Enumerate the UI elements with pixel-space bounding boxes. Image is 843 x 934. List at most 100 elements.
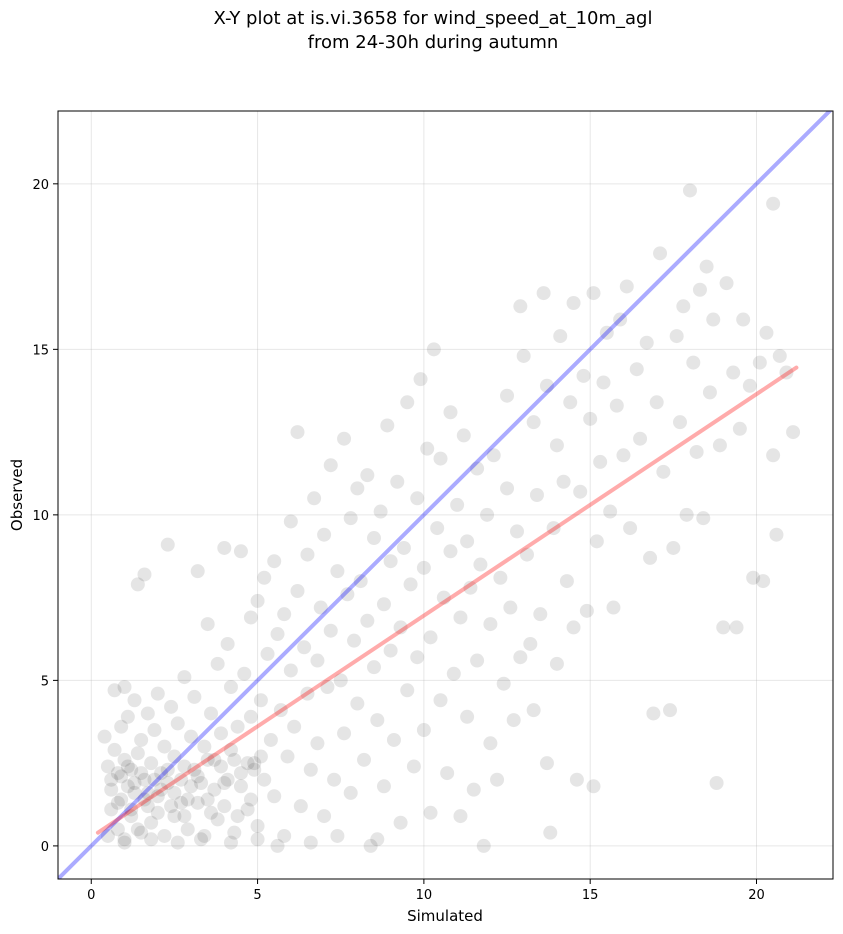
scatter-point [104,782,119,797]
scatter-point [217,776,232,790]
scatter-point [460,709,475,724]
scatter-point [556,474,571,489]
scatter-point [456,428,471,443]
scatter-point [320,680,335,694]
scatter-point [613,312,628,327]
scatter-point [257,772,272,787]
scatter-point [433,693,448,708]
scatter-point [699,259,714,274]
scatter-point [566,296,581,310]
scatter-point [466,782,481,797]
x-tick-label: 15 [582,888,599,903]
scatter-point [140,785,155,800]
scatter-point [277,828,292,843]
scatter-point [167,749,182,764]
scatter-point [134,825,149,840]
scatter-point [107,742,122,757]
scatter-point [623,521,638,536]
scatter-point [210,812,225,827]
scatter-point [357,752,372,767]
scatter-point [719,276,734,291]
scatter-point [706,312,721,327]
scatter-point [250,832,265,847]
scatter-point [204,805,219,820]
scatter-point [114,792,129,807]
scatter-point [243,792,258,807]
scatter-point [493,570,508,585]
scatter-point [413,372,428,387]
scatter-point [543,825,558,840]
scatter-point [353,574,368,589]
scatter-point [519,547,534,562]
scatter-point [230,809,245,824]
scatter-point [503,600,518,615]
scatter-point [333,673,348,688]
scatter-point [340,587,355,602]
scatter-point [529,488,544,502]
chart-title-line-1: X-Y plot at is.vi.3658 for wind_speed_at… [214,8,653,29]
scatter-point [307,491,322,506]
scatter-point [323,458,338,473]
scatter-point [114,769,129,784]
scatter-point [666,540,681,555]
scatter-point [513,299,528,314]
scatter-point [177,809,192,824]
scatter-point [247,762,262,777]
scatter-point [174,772,189,787]
scatter-point [200,792,215,807]
scatter-point [150,805,165,820]
scatter-point [386,732,401,747]
scatter-point [303,835,318,850]
scatter-point [343,511,358,526]
scatter-point [433,451,448,466]
scatter-point [510,524,525,539]
scatter-point [393,815,408,830]
scatter-point [486,448,501,463]
scatter-point [177,759,192,774]
scatter-point [144,756,159,771]
scatter-point [124,802,139,817]
scatter-point [220,772,235,787]
y-tick-label: 0 [41,840,49,855]
scatter-point [453,610,468,625]
scatter-point [483,617,498,632]
scatter-point [656,464,671,479]
scatter-point [746,570,761,585]
scatter-point [120,779,135,794]
scatter-point [140,706,155,721]
scatter-point [549,656,564,671]
scatter-point [240,802,255,817]
scatter-point [160,776,175,790]
scatter-point [736,312,751,327]
scatter-point [516,348,531,363]
scatter-point [766,448,781,463]
scatter-point [127,693,142,708]
scatter-point [207,752,222,767]
scatter-point [287,719,302,734]
scatter-point [194,832,209,847]
scatter-point [500,388,515,403]
scatter-point [223,742,238,757]
scatter-point [729,620,744,635]
scatter-point [233,544,248,559]
scatter-point [233,766,248,781]
scatter-point [403,577,418,592]
scatter-point [370,713,385,728]
scatter-point [553,329,568,344]
scatter-point [400,395,415,410]
scatter-point [769,527,784,542]
scatter-point [130,577,145,592]
scatter-point [606,600,621,615]
scatter-point [672,415,687,430]
scatter-point [130,746,145,761]
scatter-point [313,600,328,615]
scatter-point [393,620,408,635]
scatter-point [327,772,342,787]
scatter-point [603,504,618,519]
scatter-point [416,560,431,575]
scatter-point [323,623,338,638]
scatter-point [756,574,771,589]
scatter-point [676,299,691,314]
scatter-point [766,196,781,211]
